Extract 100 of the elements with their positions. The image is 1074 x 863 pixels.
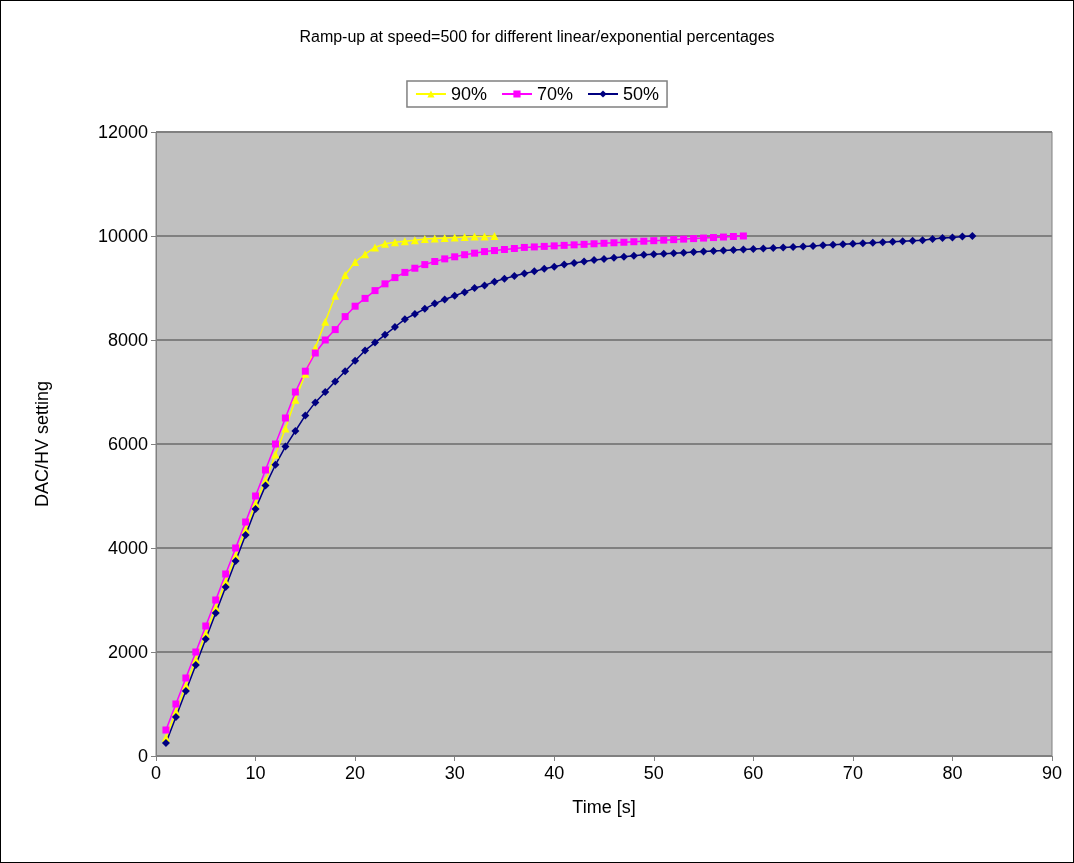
point bbox=[650, 237, 658, 245]
x-tick-label: 10 bbox=[245, 763, 266, 783]
point bbox=[570, 241, 578, 249]
point bbox=[500, 246, 508, 254]
point bbox=[381, 280, 389, 288]
x-tick-label: 90 bbox=[1041, 763, 1063, 783]
point bbox=[400, 237, 409, 246]
point bbox=[351, 258, 360, 266]
point bbox=[660, 236, 668, 244]
point bbox=[441, 255, 449, 263]
point bbox=[242, 518, 250, 526]
point bbox=[192, 648, 200, 656]
point bbox=[719, 233, 727, 241]
point bbox=[580, 240, 588, 248]
point bbox=[390, 238, 399, 247]
point bbox=[620, 238, 628, 246]
point bbox=[421, 261, 429, 269]
point bbox=[271, 450, 280, 459]
point bbox=[490, 232, 499, 240]
point bbox=[212, 596, 220, 604]
point bbox=[590, 240, 598, 248]
point bbox=[600, 239, 608, 247]
point bbox=[291, 388, 299, 396]
point bbox=[460, 233, 469, 242]
x-axis-title: Time [s] bbox=[572, 797, 636, 817]
point bbox=[222, 570, 230, 578]
point bbox=[341, 271, 350, 279]
point bbox=[162, 726, 170, 734]
chart-title: Ramp-up at speed=500 for different linear/exponential percentages bbox=[299, 27, 775, 45]
point bbox=[490, 247, 498, 255]
point bbox=[321, 317, 330, 326]
point bbox=[530, 243, 538, 251]
point bbox=[729, 233, 737, 241]
x-tick-label: 60 bbox=[743, 763, 764, 783]
y-tick-label: 10000 bbox=[97, 226, 148, 246]
x-tick-label: 20 bbox=[345, 763, 366, 783]
x-tick-label: 70 bbox=[842, 763, 863, 783]
x-tick-label: 80 bbox=[942, 763, 963, 783]
point bbox=[371, 243, 380, 252]
legend-label: 50% bbox=[623, 84, 660, 104]
point bbox=[271, 440, 279, 448]
point bbox=[351, 302, 359, 310]
point bbox=[450, 233, 459, 242]
y-tick-label: 8000 bbox=[107, 330, 148, 350]
point bbox=[410, 236, 419, 245]
point bbox=[700, 234, 708, 242]
y-tick-label: 6000 bbox=[107, 434, 148, 454]
legend-label: 70% bbox=[536, 84, 574, 104]
point bbox=[470, 232, 479, 241]
point bbox=[550, 242, 558, 250]
point bbox=[710, 234, 718, 242]
point bbox=[361, 250, 370, 259]
point bbox=[331, 326, 339, 334]
point bbox=[481, 248, 489, 256]
point bbox=[380, 239, 389, 248]
point bbox=[252, 492, 260, 500]
point bbox=[739, 232, 747, 240]
legend-label: 90% bbox=[450, 84, 487, 104]
point bbox=[431, 257, 439, 265]
point bbox=[440, 234, 449, 243]
point bbox=[560, 241, 568, 249]
point bbox=[321, 336, 329, 344]
point bbox=[262, 466, 270, 474]
point bbox=[610, 239, 618, 247]
point bbox=[510, 244, 518, 252]
point bbox=[361, 294, 369, 302]
point bbox=[371, 287, 379, 295]
point bbox=[291, 395, 300, 404]
y-tick-label: 0 bbox=[137, 746, 148, 766]
point bbox=[172, 700, 180, 708]
point bbox=[202, 622, 210, 630]
point bbox=[401, 268, 409, 276]
point bbox=[391, 274, 399, 282]
point bbox=[281, 414, 289, 422]
point bbox=[520, 243, 528, 251]
x-tick-label: 0 bbox=[150, 763, 162, 783]
point bbox=[311, 349, 319, 357]
point bbox=[411, 264, 419, 272]
point bbox=[640, 237, 648, 245]
point bbox=[341, 313, 349, 321]
point bbox=[630, 238, 638, 246]
x-tick-label: 50 bbox=[643, 763, 664, 783]
point bbox=[690, 235, 698, 243]
point bbox=[670, 236, 678, 244]
point bbox=[430, 234, 439, 243]
point bbox=[471, 249, 479, 257]
x-tick-label: 40 bbox=[544, 763, 565, 783]
point bbox=[480, 232, 489, 241]
point bbox=[182, 674, 190, 682]
x-tick-label: 30 bbox=[444, 763, 465, 783]
y-tick-label: 12000 bbox=[97, 122, 148, 142]
y-axis-title: DAC/HV setting bbox=[32, 380, 52, 508]
point bbox=[461, 251, 469, 259]
point bbox=[680, 235, 688, 243]
point bbox=[451, 253, 459, 261]
y-tick-label: 2000 bbox=[107, 642, 148, 662]
y-tick-label: 4000 bbox=[107, 538, 148, 558]
point bbox=[232, 544, 240, 552]
point bbox=[540, 242, 548, 250]
point bbox=[331, 291, 340, 300]
